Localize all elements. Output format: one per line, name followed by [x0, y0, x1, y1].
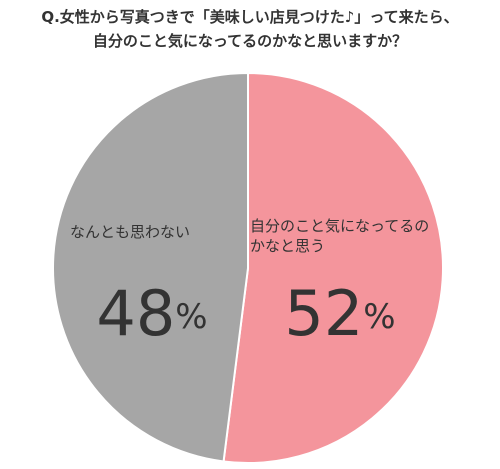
pie-slice: [52, 71, 249, 463]
slice-label: なんとも思わない: [70, 223, 191, 241]
value-label: 48%: [96, 277, 207, 350]
chart-title: 自分のこと気になってるのかなと思いますか？: [93, 32, 407, 50]
pie-slice: [222, 71, 444, 464]
slice-label-box: 自分のこと気になってるのかなと思う: [250, 217, 430, 255]
chart-title: Q.女性から写真つきで「美味しい店見つけた♪」って来たら、: [41, 8, 458, 26]
value-label: 52%: [284, 277, 395, 350]
slice-label: 自分のこと気になってるのかなと思う: [250, 217, 430, 255]
slice-label-box: なんとも思わない: [70, 223, 191, 241]
